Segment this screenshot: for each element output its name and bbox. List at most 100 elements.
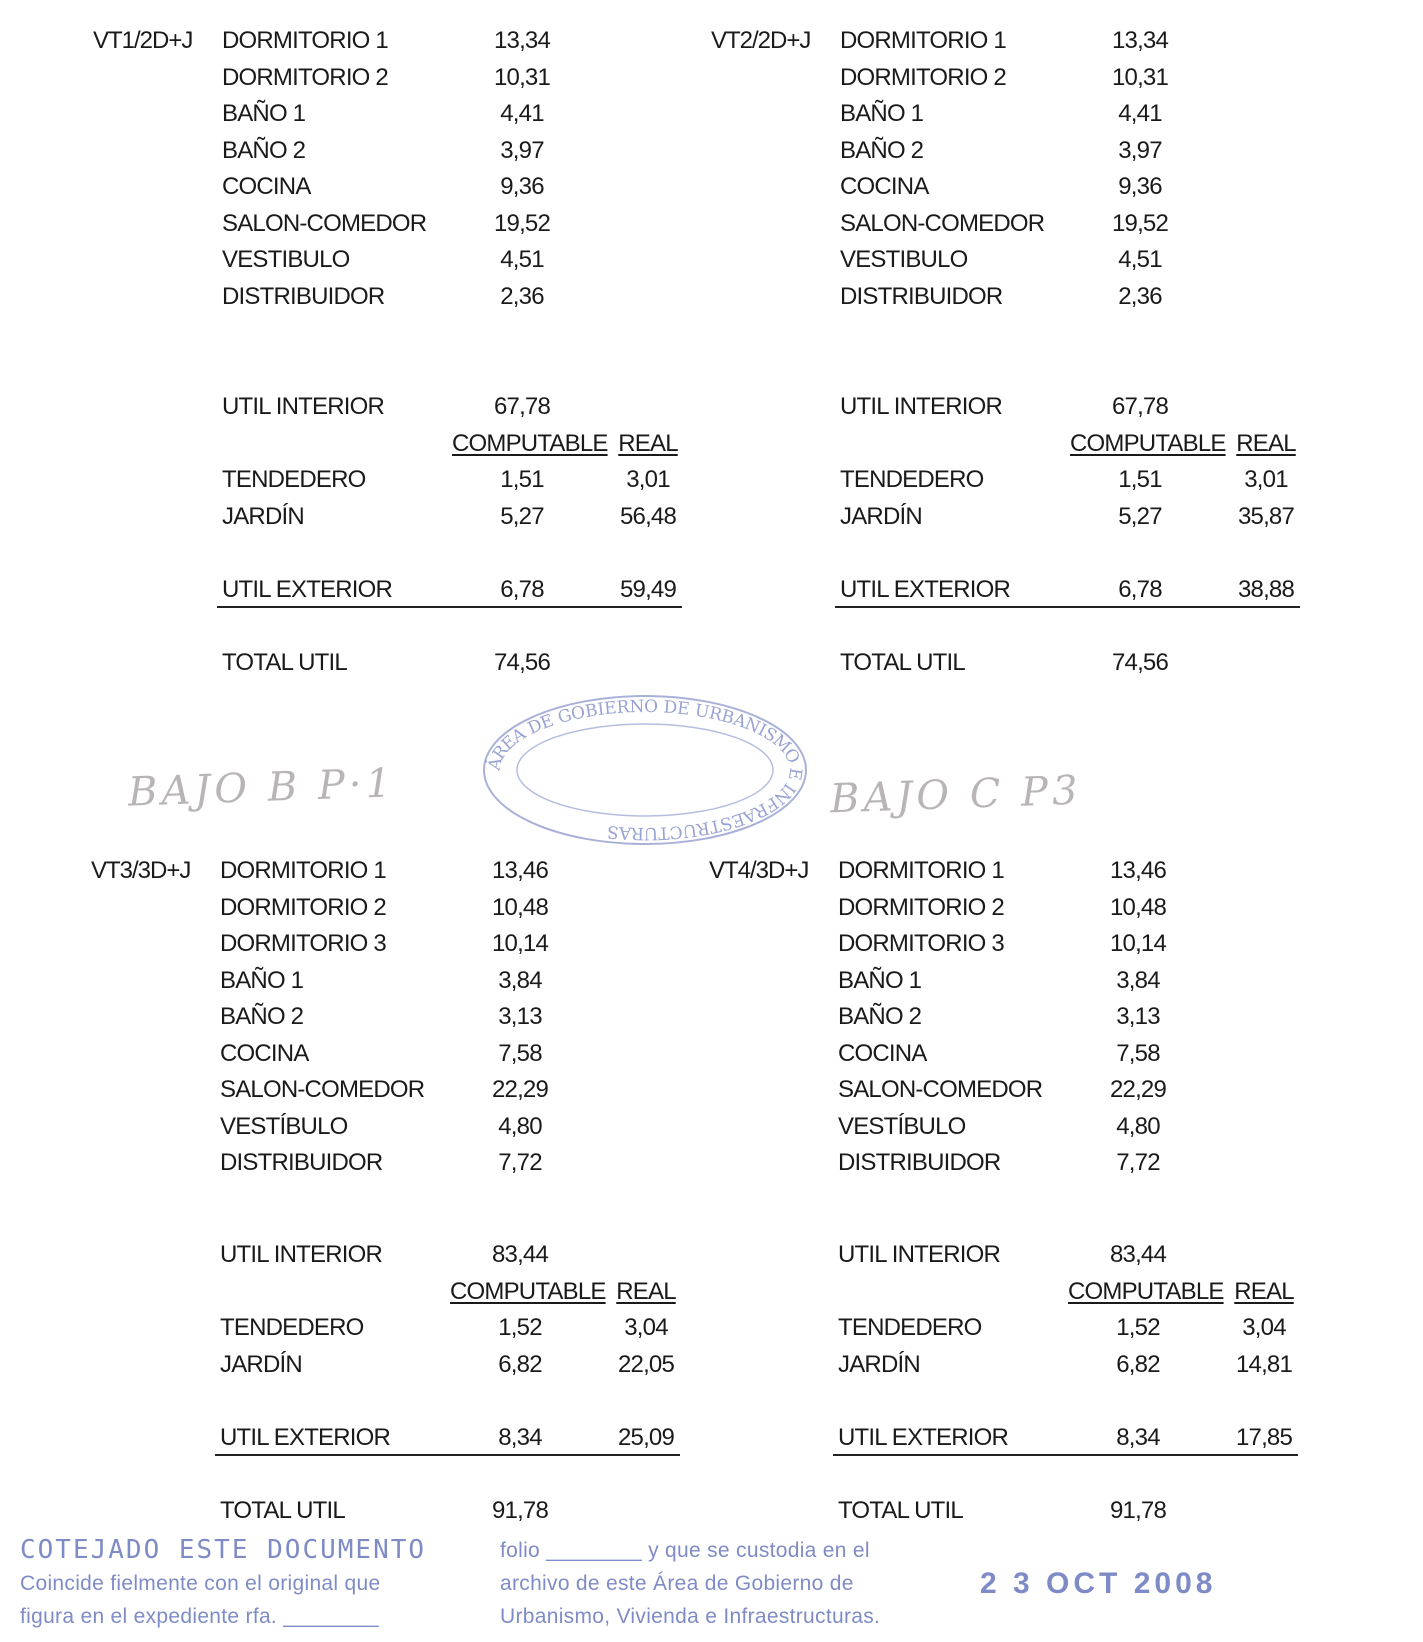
room-area: 3,84 [498, 966, 542, 994]
room-label: VESTIBULO [840, 246, 968, 273]
room-area: 10,14 [1109, 930, 1167, 957]
column-headers: COMPUTABLE REAL [220, 1274, 700, 1311]
stamp-line: figura en el expediente rfa. ________ [20, 1605, 380, 1628]
room-label: SALON-COMEDOR [840, 209, 1045, 237]
exterior-row: JARDÍN 6,82 22,05 [220, 1347, 700, 1384]
util-interior-value: 67,78 [493, 393, 551, 420]
room-area: 22,29 [1109, 1076, 1167, 1103]
unit-block-2: VT2/2D+J DORMITORIO 1 13,34 DORMITORIO 2 10,… [711, 23, 1320, 723]
stamp-line: archivo de este Área de Gobierno de [500, 1572, 854, 1595]
column-headers: COMPUTABLE REAL [840, 426, 1320, 463]
room-label: BAÑO 1 [838, 966, 922, 994]
exterior-label: TENDEDERO [222, 466, 366, 493]
room-row: SALON-COMEDOR 22,29 [220, 1072, 700, 1109]
room-row: VESTIBULO 4,51 [840, 242, 1320, 279]
room-area: 13,34 [1111, 27, 1169, 54]
room-row: BAÑO 2 3,13 [220, 999, 700, 1036]
util-interior-row: UTIL INTERIOR 83,44 [838, 1237, 1318, 1274]
room-area: 13,46 [491, 857, 549, 884]
room-label: COCINA [220, 1039, 309, 1067]
room-label: DORMITORIO 2 [838, 893, 1005, 921]
column-headers: COMPUTABLE REAL [838, 1274, 1318, 1311]
handwritten-note: BAJO C P3 [829, 767, 1083, 823]
total-util-label: TOTAL UTIL [222, 648, 348, 676]
room-area: 2,36 [500, 282, 544, 310]
room-label: DISTRIBUIDOR [220, 1149, 383, 1176]
room-label: COCINA [840, 173, 929, 200]
room-area: 9,36 [500, 173, 544, 200]
room-label: VESTÍBULO [838, 1112, 966, 1140]
util-exterior-row: UTIL EXTERIOR 8,34 17,85 [838, 1420, 1318, 1457]
exterior-label: JARDÍN [222, 502, 305, 530]
total-util-row: TOTAL UTIL 91,78 [220, 1493, 700, 1530]
room-row: VESTÍBULO 4,80 [220, 1109, 700, 1146]
util-interior-value: 83,44 [491, 1241, 549, 1268]
room-area: 4,80 [498, 1112, 542, 1140]
room-area: 7,72 [498, 1149, 542, 1176]
exterior-computable: 1,52 [498, 1314, 542, 1341]
total-util-value: 74,56 [493, 648, 551, 676]
util-exterior-row: UTIL EXTERIOR 6,78 59,49 [222, 572, 702, 609]
room-row: DORMITORIO 3 10,14 [220, 926, 700, 963]
exterior-real: 3,04 [624, 1314, 668, 1341]
room-row: SALON-COMEDOR 22,29 [838, 1072, 1318, 1109]
exterior-row: TENDEDERO 1,52 3,04 [838, 1310, 1318, 1347]
computable-header: COMPUTABLE [1070, 429, 1226, 457]
room-label: DORMITORIO 2 [840, 63, 1007, 91]
room-label: DORMITORIO 2 [222, 63, 389, 91]
exterior-computable: 5,27 [500, 502, 544, 530]
unit-block-1: VT1/2D+J DORMITORIO 1 13,34 DORMITORIO 2 10,… [93, 23, 702, 723]
room-area: 9,36 [1118, 173, 1162, 200]
certification-stamp: COTEJADO ESTE DOCUMENTO Coincide fielmen… [20, 1534, 1410, 1634]
unit-code: VT4/3D+J [709, 857, 809, 884]
room-area: 10,48 [1109, 893, 1167, 921]
exterior-row: JARDÍN 5,27 56,48 [222, 499, 702, 536]
room-area: 7,58 [1116, 1039, 1160, 1067]
room-label: SALON-COMEDOR [222, 209, 427, 237]
stamp-line: Urbanismo, Vivienda e Infraestructuras. [500, 1605, 881, 1628]
room-area: 3,84 [1116, 966, 1160, 994]
room-label: DORMITORIO 1 [840, 27, 1007, 54]
room-row: DORMITORIO 2 10,31 [222, 60, 702, 97]
room-label: VESTÍBULO [220, 1112, 348, 1140]
util-interior-value: 83,44 [1109, 1241, 1167, 1268]
room-label: DISTRIBUIDOR [838, 1149, 1001, 1176]
real-header: REAL [616, 1277, 676, 1305]
util-exterior-row: UTIL EXTERIOR 6,78 38,88 [840, 572, 1320, 609]
util-exterior-real: 25,09 [617, 1423, 675, 1451]
divider-line [833, 1453, 1298, 1456]
room-row: DORMITORIO 1 13,46 [838, 853, 1318, 890]
unit-code: VT3/3D+J [91, 857, 191, 884]
room-row: COCINA 9,36 [222, 169, 702, 206]
util-interior-row: UTIL INTERIOR 67,78 [222, 389, 702, 426]
total-util-label: TOTAL UTIL [838, 1496, 964, 1524]
room-row: DORMITORIO 1 13,34 [222, 23, 702, 60]
room-row: DORMITORIO 2 10,31 [840, 60, 1320, 97]
room-label: DORMITORIO 2 [220, 893, 387, 921]
room-row: BAÑO 2 3,97 [840, 133, 1320, 170]
room-label: BAÑO 2 [222, 136, 306, 164]
room-area: 4,41 [500, 100, 544, 127]
room-label: SALON-COMEDOR [220, 1076, 425, 1103]
room-label: SALON-COMEDOR [838, 1076, 1043, 1103]
exterior-label: JARDÍN [840, 502, 923, 530]
exterior-row: TENDEDERO 1,51 3,01 [840, 462, 1320, 499]
room-label: VESTIBULO [222, 246, 350, 273]
exterior-real: 14,81 [1235, 1350, 1293, 1378]
room-row: BAÑO 1 4,41 [222, 96, 702, 133]
official-seal: ÁREA DE GOBIERNO DE URBANISMO E INFRAEST… [483, 695, 807, 845]
total-util-label: TOTAL UTIL [220, 1496, 346, 1524]
room-label: BAÑO 2 [220, 1003, 304, 1030]
room-area: 2,36 [1118, 282, 1162, 310]
unit-block-4: VT4/3D+J DORMITORIO 1 13,46 DORMITORIO 2 10,… [709, 853, 1318, 1553]
room-row: COCINA 9,36 [840, 169, 1320, 206]
exterior-computable: 1,51 [500, 466, 544, 493]
unit-code: VT1/2D+J [93, 27, 193, 54]
room-label: COCINA [222, 173, 311, 200]
util-exterior-label: UTIL EXTERIOR [222, 575, 393, 603]
room-area: 3,13 [1116, 1003, 1160, 1030]
exterior-computable: 6,82 [1116, 1350, 1160, 1378]
exterior-row: TENDEDERO 1,52 3,04 [220, 1310, 700, 1347]
room-row: SALON-COMEDOR 19,52 [222, 206, 702, 243]
room-label: DISTRIBUIDOR [222, 282, 385, 310]
